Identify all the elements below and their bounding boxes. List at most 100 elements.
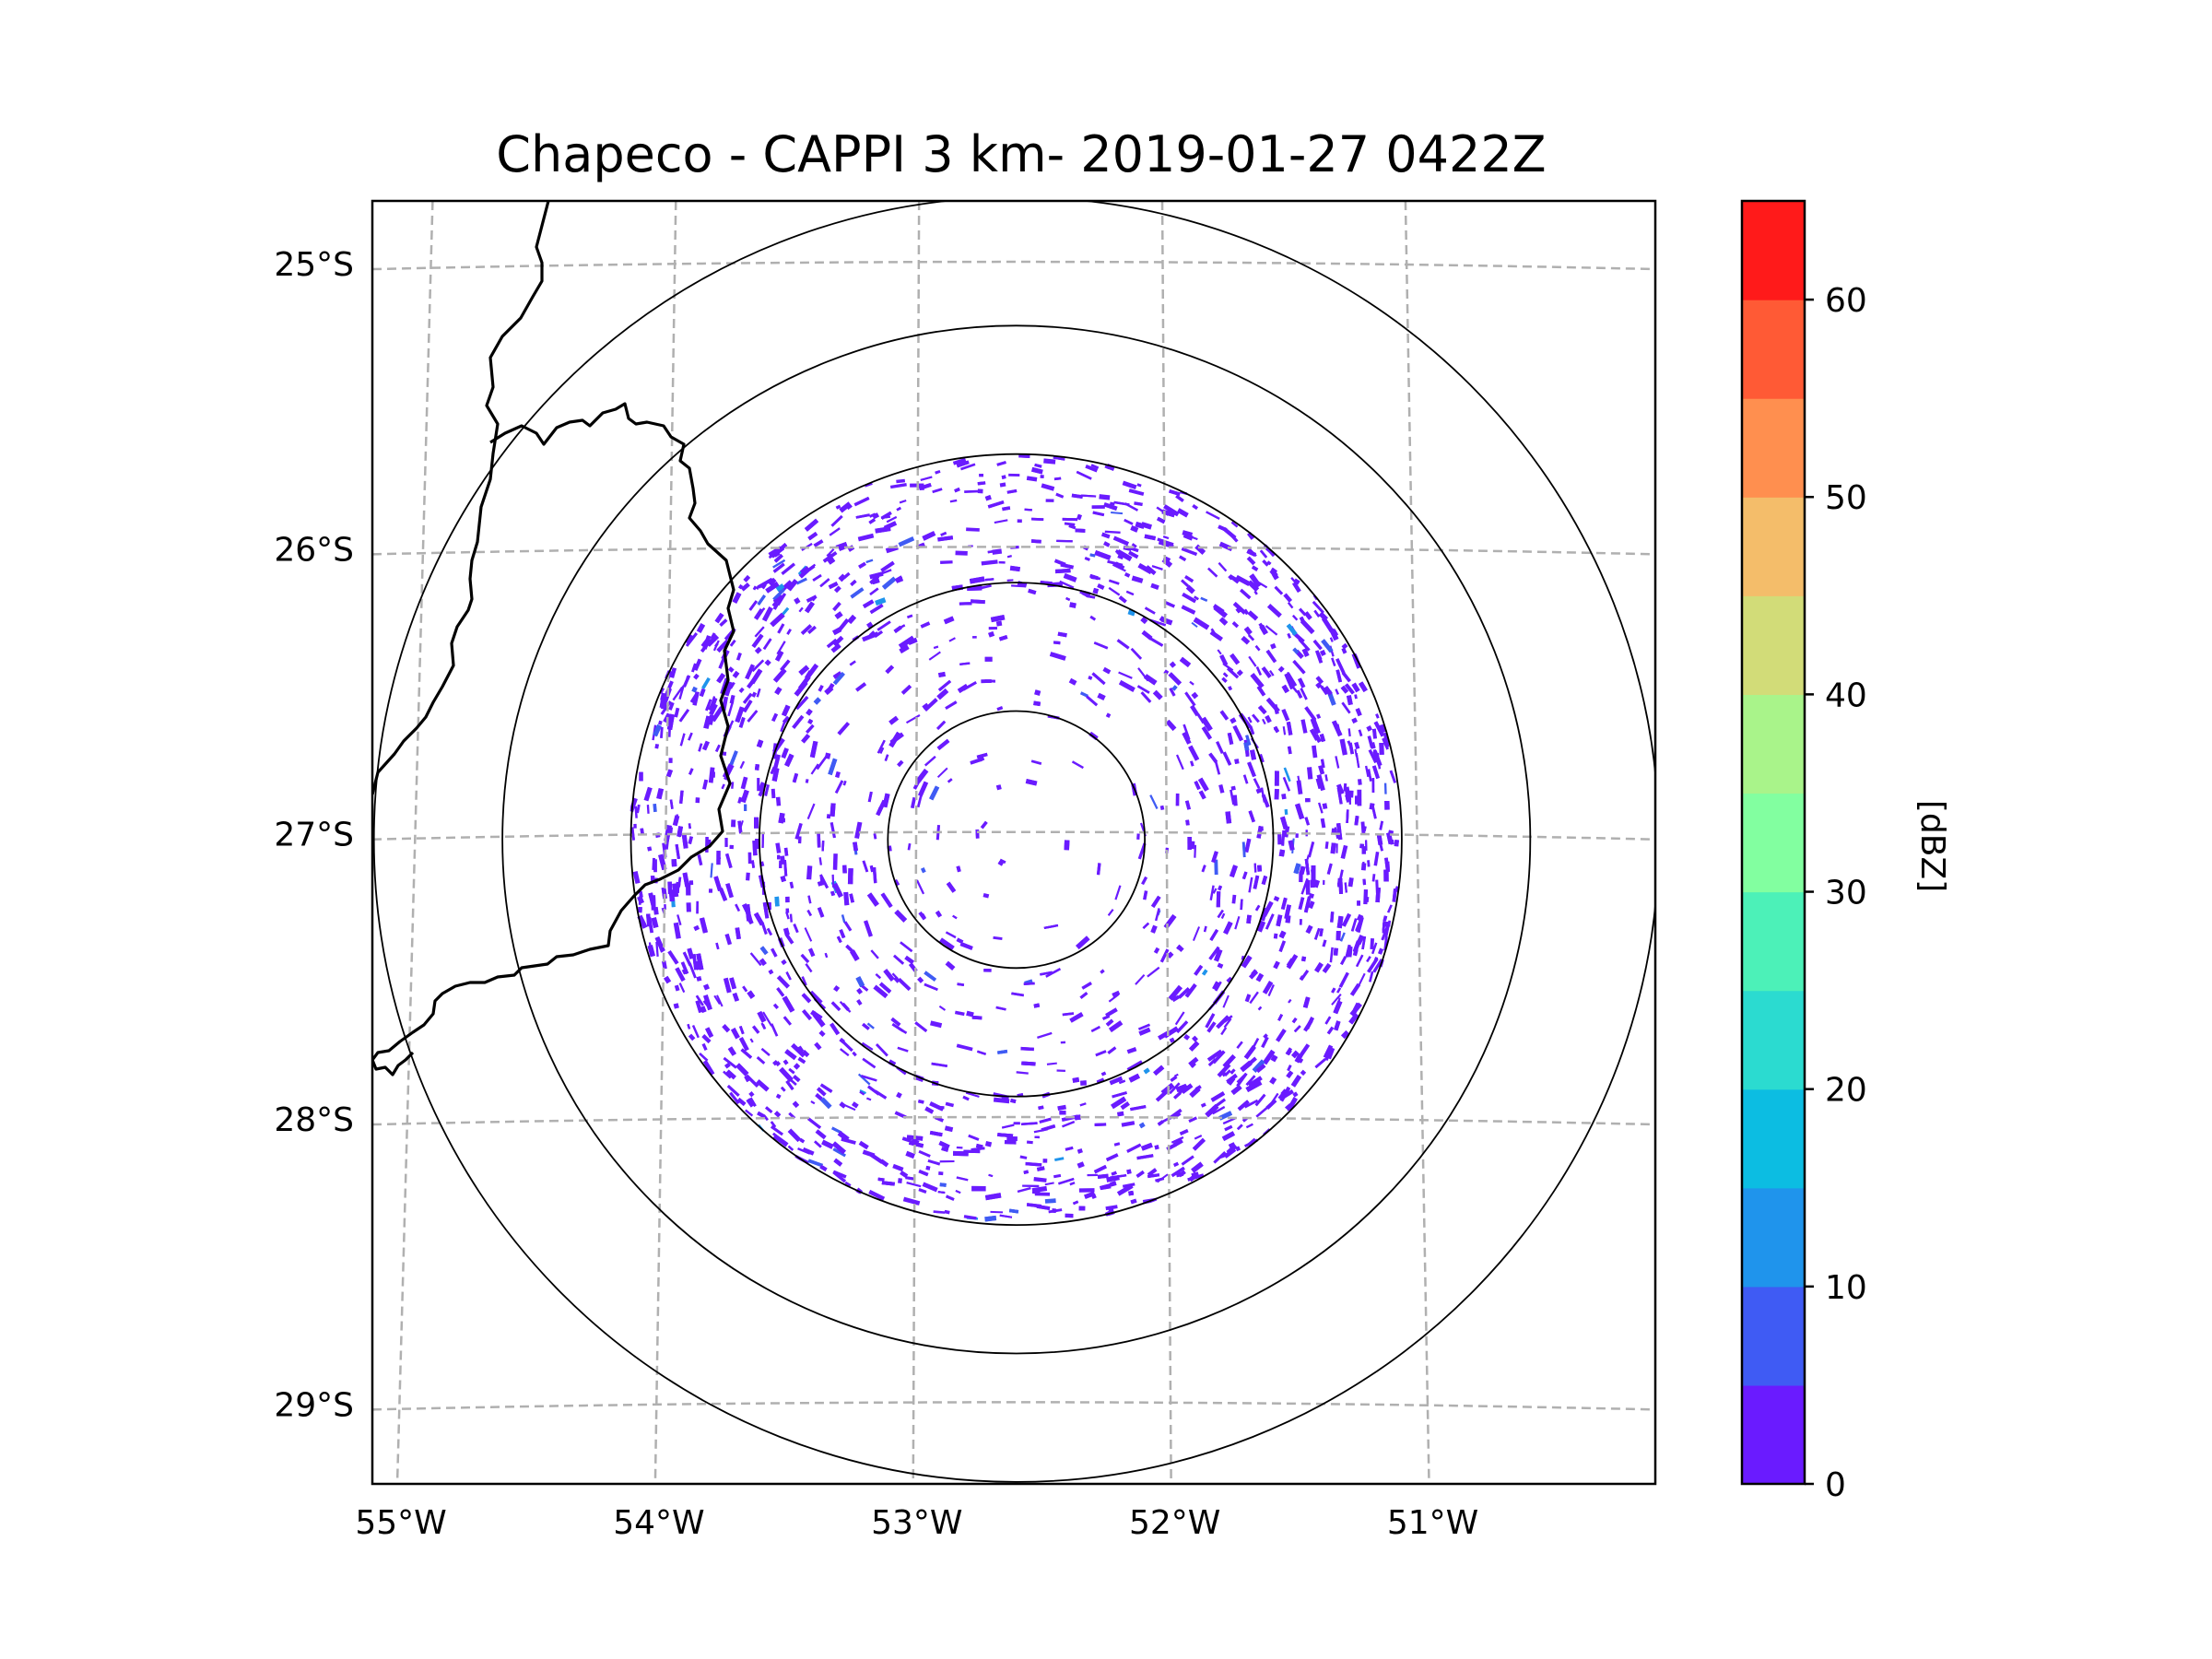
- y-axis-ticks: 25°S 26°S 27°S 28°S 29°S: [274, 246, 354, 1424]
- echo-cell: [815, 1129, 827, 1140]
- echo-cell: [1324, 841, 1329, 850]
- echo-cell: [1184, 691, 1196, 707]
- echo-cell: [1362, 861, 1366, 870]
- echo-cell: [1226, 976, 1233, 983]
- echo-cell: [831, 874, 835, 888]
- echo-cell: [1230, 1068, 1236, 1075]
- meridian-line: [1160, 201, 1172, 1484]
- echo-cell: [1173, 1161, 1179, 1167]
- echo-cell: [898, 536, 915, 547]
- echo-cell: [1185, 584, 1195, 594]
- echo-cell: [933, 1210, 946, 1214]
- echo-cell: [944, 1209, 950, 1215]
- echo-cell: [1300, 618, 1315, 634]
- echo-cell: [725, 883, 734, 899]
- echo-cell: [1150, 895, 1161, 908]
- echo-cell: [766, 927, 773, 936]
- echo-cell: [757, 1111, 766, 1119]
- echo-cell: [667, 950, 679, 965]
- echo-cell: [1297, 775, 1301, 786]
- echo-cell: [896, 1091, 902, 1099]
- echo-cell: [1236, 1073, 1247, 1083]
- echo-cell: [1303, 611, 1312, 620]
- echo-cell: [1280, 897, 1288, 911]
- echo-cell: [997, 1049, 1008, 1054]
- echo-cell: [1218, 784, 1225, 794]
- echo-cell: [867, 791, 873, 803]
- echo-cell: [1371, 942, 1378, 955]
- echo-cell: [966, 1010, 974, 1018]
- echo-cell: [1168, 984, 1182, 1001]
- echo-cell: [877, 1177, 885, 1182]
- echo-cell: [1001, 475, 1006, 480]
- echo-cell: [724, 681, 734, 697]
- echo-cell: [1324, 1053, 1331, 1061]
- echo-cell: [1273, 933, 1278, 939]
- colorbar-bin: [1742, 1187, 1805, 1288]
- echo-cell: [1379, 743, 1384, 755]
- echo-cell: [807, 718, 814, 724]
- echo-cell: [980, 820, 988, 830]
- echo-cell: [1305, 1017, 1314, 1030]
- echo-cell: [748, 600, 759, 611]
- echo-cell: [699, 688, 706, 698]
- echo-cell: [1160, 617, 1173, 626]
- echo-cell: [1164, 601, 1175, 608]
- echo-cell: [1222, 994, 1230, 1008]
- echo-cell: [777, 854, 781, 860]
- echo-cell: [735, 927, 741, 940]
- echo-cell: [1189, 680, 1194, 686]
- echo-cell: [1053, 477, 1062, 481]
- echo-cell: [668, 889, 676, 902]
- echo-cell: [1068, 524, 1077, 530]
- echo-cell: [1176, 754, 1184, 771]
- echo-cell: [1248, 1076, 1263, 1088]
- echo-cell: [971, 1147, 985, 1151]
- echo-cell: [1276, 914, 1283, 927]
- echo-cell: [707, 714, 715, 725]
- echo-cell: [1213, 1150, 1227, 1164]
- echo-cell: [896, 506, 901, 512]
- echo-cell: [869, 603, 884, 615]
- echo-cell: [959, 662, 971, 665]
- echo-cell: [954, 1010, 965, 1017]
- echo-cell: [1232, 601, 1247, 615]
- echo-cell: [1329, 637, 1334, 642]
- echo-cell: [1064, 840, 1070, 851]
- echo-cell: [716, 673, 726, 684]
- echo-cell: [1076, 470, 1092, 480]
- echo-cell: [1230, 653, 1241, 665]
- echo-cell: [821, 841, 825, 852]
- echo-cell: [738, 584, 743, 590]
- echo-cell: [807, 531, 818, 541]
- echo-cell: [1033, 1177, 1047, 1182]
- echo-cell: [1369, 971, 1374, 982]
- echo-cell: [1038, 1105, 1044, 1111]
- echo-cell: [1262, 718, 1266, 725]
- echo-cell: [869, 587, 879, 596]
- echo-cell: [918, 1188, 927, 1194]
- echo-cell: [936, 738, 950, 750]
- echo-cell: [1002, 506, 1011, 512]
- echo-cell: [663, 975, 672, 984]
- echo-cell: [943, 616, 955, 625]
- echo-cell: [1221, 1131, 1236, 1142]
- echo-cell: [917, 976, 924, 983]
- echo-cell: [1043, 924, 1059, 930]
- echo-cell: [1068, 677, 1077, 686]
- echo-cell: [1354, 795, 1358, 805]
- echo-cell: [813, 539, 824, 547]
- echo-cell: [1267, 983, 1275, 997]
- echo-cell: [819, 1164, 828, 1171]
- echo-cell: [1137, 562, 1153, 575]
- echo-cell: [862, 599, 875, 609]
- echo-cell: [1257, 865, 1263, 872]
- colorbar-tick-label: 10: [1825, 1269, 1867, 1307]
- echo-cell: [1006, 488, 1018, 494]
- echo-cell: [1218, 541, 1233, 551]
- echo-cell: [1279, 816, 1288, 830]
- echo-cell: [727, 1046, 736, 1056]
- echo-cell: [1116, 1111, 1124, 1117]
- echo-cell: [1232, 794, 1238, 806]
- echo-cell: [762, 901, 770, 919]
